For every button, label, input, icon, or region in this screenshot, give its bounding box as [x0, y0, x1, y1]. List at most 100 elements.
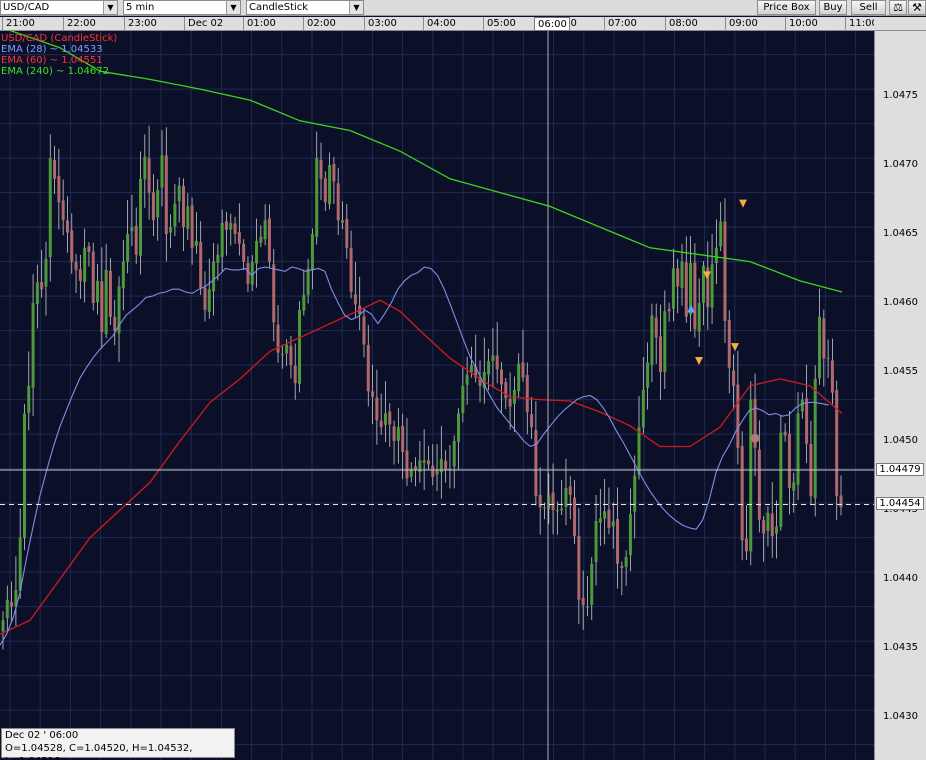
candle-body: [383, 413, 387, 425]
candle-body: [190, 205, 194, 248]
price-box-button[interactable]: Price Box: [757, 0, 816, 15]
time-tick-label: 11:00: [845, 17, 878, 31]
time-tick-label: 23:00: [124, 17, 157, 31]
candle-body: [757, 449, 761, 520]
candle-body: [448, 468, 452, 470]
candle-body: [762, 520, 766, 534]
candle-body: [263, 220, 267, 240]
candle-body: [641, 389, 645, 428]
sell-button[interactable]: Sell: [851, 0, 886, 15]
candle-body: [676, 268, 680, 287]
candle-body: [44, 258, 48, 287]
candle-body: [787, 433, 791, 488]
candle-body: [310, 234, 314, 271]
info-ohlc: O=1.04528, C=1.04520, H=1.04532, L=1.045…: [5, 743, 193, 760]
candle-body: [542, 507, 546, 509]
candle-body: [349, 248, 353, 292]
candle-body: [478, 376, 482, 386]
candle-body: [770, 513, 774, 537]
candle-body: [319, 159, 323, 179]
candle-body: [160, 155, 164, 188]
chart-type-select[interactable]: CandleStick ▼: [246, 0, 364, 15]
price-tick-label: 1.0450: [883, 435, 918, 446]
plot-background: [0, 31, 874, 760]
legend-ema60: EMA (60) ~ 1.04551: [1, 55, 103, 66]
candle-body: [18, 537, 22, 591]
candle-body: [336, 183, 340, 221]
candle-body: [800, 399, 804, 412]
candle-body: [65, 220, 69, 233]
candle-body: [113, 316, 117, 331]
candle-body: [250, 261, 254, 285]
price-tick-label: 1.0440: [883, 573, 918, 584]
candle-body: [104, 269, 108, 334]
price-tick-label: 1.0430: [883, 711, 918, 722]
candle-body: [220, 222, 224, 257]
candle-body: [216, 254, 220, 263]
buy-button[interactable]: Buy: [819, 0, 847, 15]
time-tick-label: 03:00: [364, 17, 397, 31]
candle-body: [285, 344, 289, 354]
timeframe-value: 5 min: [126, 2, 155, 13]
candle-body: [332, 163, 336, 182]
candle-body: [143, 156, 147, 180]
candle-body: [495, 355, 499, 370]
candle-body: [164, 155, 168, 234]
chart-plot-area[interactable]: [0, 31, 874, 760]
candle-body: [500, 369, 504, 385]
candle-body: [474, 366, 478, 378]
candle-body: [659, 336, 663, 372]
candle-body: [577, 535, 581, 600]
legend-symbol: USD/CAD (CandleStick): [1, 33, 118, 44]
symbol-select[interactable]: USD/CAD ▼: [0, 0, 118, 15]
candle-body: [70, 230, 74, 262]
chart-type-value: CandleStick: [249, 2, 309, 13]
candle-body: [272, 264, 276, 323]
candle-body: [654, 317, 658, 338]
candle-body: [783, 431, 787, 436]
time-axis: 21:00 22:00 23:00 Dec 02 01:00 02:00 03:00 04:0…: [0, 17, 878, 31]
timeframe-select[interactable]: 5 min ▼: [123, 0, 241, 15]
candle-body: [701, 265, 705, 303]
candle-body: [426, 460, 430, 465]
candle-body: [422, 460, 426, 463]
time-axis-corner: [874, 17, 926, 31]
candle-body: [521, 362, 525, 378]
chart-settings-icon[interactable]: ⚖: [889, 0, 907, 15]
candle-body: [280, 354, 284, 356]
candle-body: [409, 468, 413, 477]
candle-body: [482, 372, 486, 389]
candle-body: [624, 556, 628, 567]
candle-body: [719, 221, 723, 247]
candle-body: [302, 294, 306, 311]
legend-ema28: EMA (28) ~ 1.04533: [1, 44, 103, 55]
candle-body: [439, 458, 443, 473]
candle-body: [306, 268, 310, 295]
candle-body: [491, 355, 495, 361]
candle-body: [667, 309, 671, 312]
candle-body: [233, 223, 237, 234]
candle-body: [315, 158, 319, 237]
candle-body: [117, 286, 121, 334]
candle-body: [224, 221, 228, 230]
sell-marker: [703, 271, 711, 280]
sell-marker: [695, 356, 703, 365]
candle-body: [48, 158, 52, 258]
candle-body: [242, 243, 246, 262]
candle-body: [818, 316, 822, 379]
time-cursor-label: 06:00: [534, 17, 570, 31]
time-tick-label: Dec 02: [184, 17, 223, 31]
candle-body: [517, 363, 521, 392]
candle-info-box: Dec 02 ' 06:00 O=1.04528, C=1.04520, H=1…: [1, 728, 235, 760]
candle-body: [57, 176, 61, 203]
candle-body: [130, 227, 134, 232]
candle-body: [108, 270, 112, 317]
candle-body: [590, 563, 594, 605]
candle-body: [835, 390, 839, 497]
candle-body: [431, 465, 435, 477]
candle-body: [121, 261, 125, 289]
price-tick-label: 1.0435: [883, 642, 918, 653]
candlestick-chart: [0, 31, 874, 760]
chart-tools-icon[interactable]: ⚒: [908, 0, 926, 15]
candle-body: [594, 521, 598, 563]
